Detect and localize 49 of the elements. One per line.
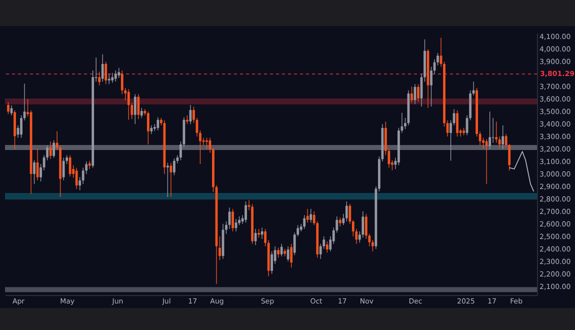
candlestick — [75, 167, 78, 190]
candlestick — [410, 86, 413, 104]
candlestick — [270, 250, 274, 274]
candlestick — [345, 201, 348, 222]
line-series — [508, 151, 534, 192]
candlestick — [104, 61, 108, 84]
candlestick — [140, 108, 143, 118]
candlestick — [137, 94, 140, 120]
candlestick — [33, 160, 36, 184]
candlestick — [492, 117, 494, 144]
candlestick — [498, 136, 501, 148]
candlestick — [286, 246, 290, 262]
candlestick — [118, 68, 120, 78]
candlestick — [206, 137, 208, 150]
candlestick — [280, 244, 283, 257]
candlestick — [146, 111, 150, 145]
candlestick — [49, 141, 52, 160]
candlestick — [108, 74, 110, 84]
candlestick — [170, 162, 172, 198]
candlestick — [111, 72, 114, 84]
candlestick — [488, 111, 492, 150]
candlestick — [417, 84, 420, 102]
candlestick — [173, 158, 176, 176]
candlestick — [114, 70, 117, 82]
candlestick — [232, 208, 234, 232]
candlestick — [62, 157, 65, 181]
candlestick — [303, 214, 306, 230]
candlestick — [68, 154, 72, 177]
candlestick — [277, 247, 280, 258]
candlestick — [14, 110, 16, 150]
candlestick — [98, 71, 101, 86]
candlestick — [202, 137, 205, 146]
candlestick — [326, 241, 328, 253]
candlestick — [306, 208, 309, 223]
candlestick — [290, 244, 293, 268]
candlestick — [456, 110, 458, 137]
candlestick — [7, 102, 10, 114]
candlestick — [502, 124, 504, 150]
candlestick — [134, 94, 136, 124]
candlestick — [244, 201, 247, 223]
candlestick — [156, 116, 160, 131]
candlestick — [260, 227, 264, 240]
candlestick — [52, 140, 56, 158]
candlestick — [485, 138, 488, 184]
candlestick — [342, 214, 345, 226]
candlestick — [310, 208, 312, 223]
candlestick — [101, 54, 104, 82]
candlestick — [127, 88, 130, 120]
candlestick — [166, 162, 169, 198]
